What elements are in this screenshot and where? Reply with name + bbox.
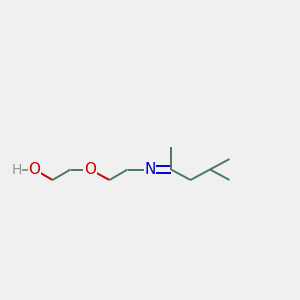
Text: H: H [11,163,22,176]
Text: N: N [144,162,156,177]
Text: O: O [84,162,96,177]
Text: O: O [28,162,40,177]
